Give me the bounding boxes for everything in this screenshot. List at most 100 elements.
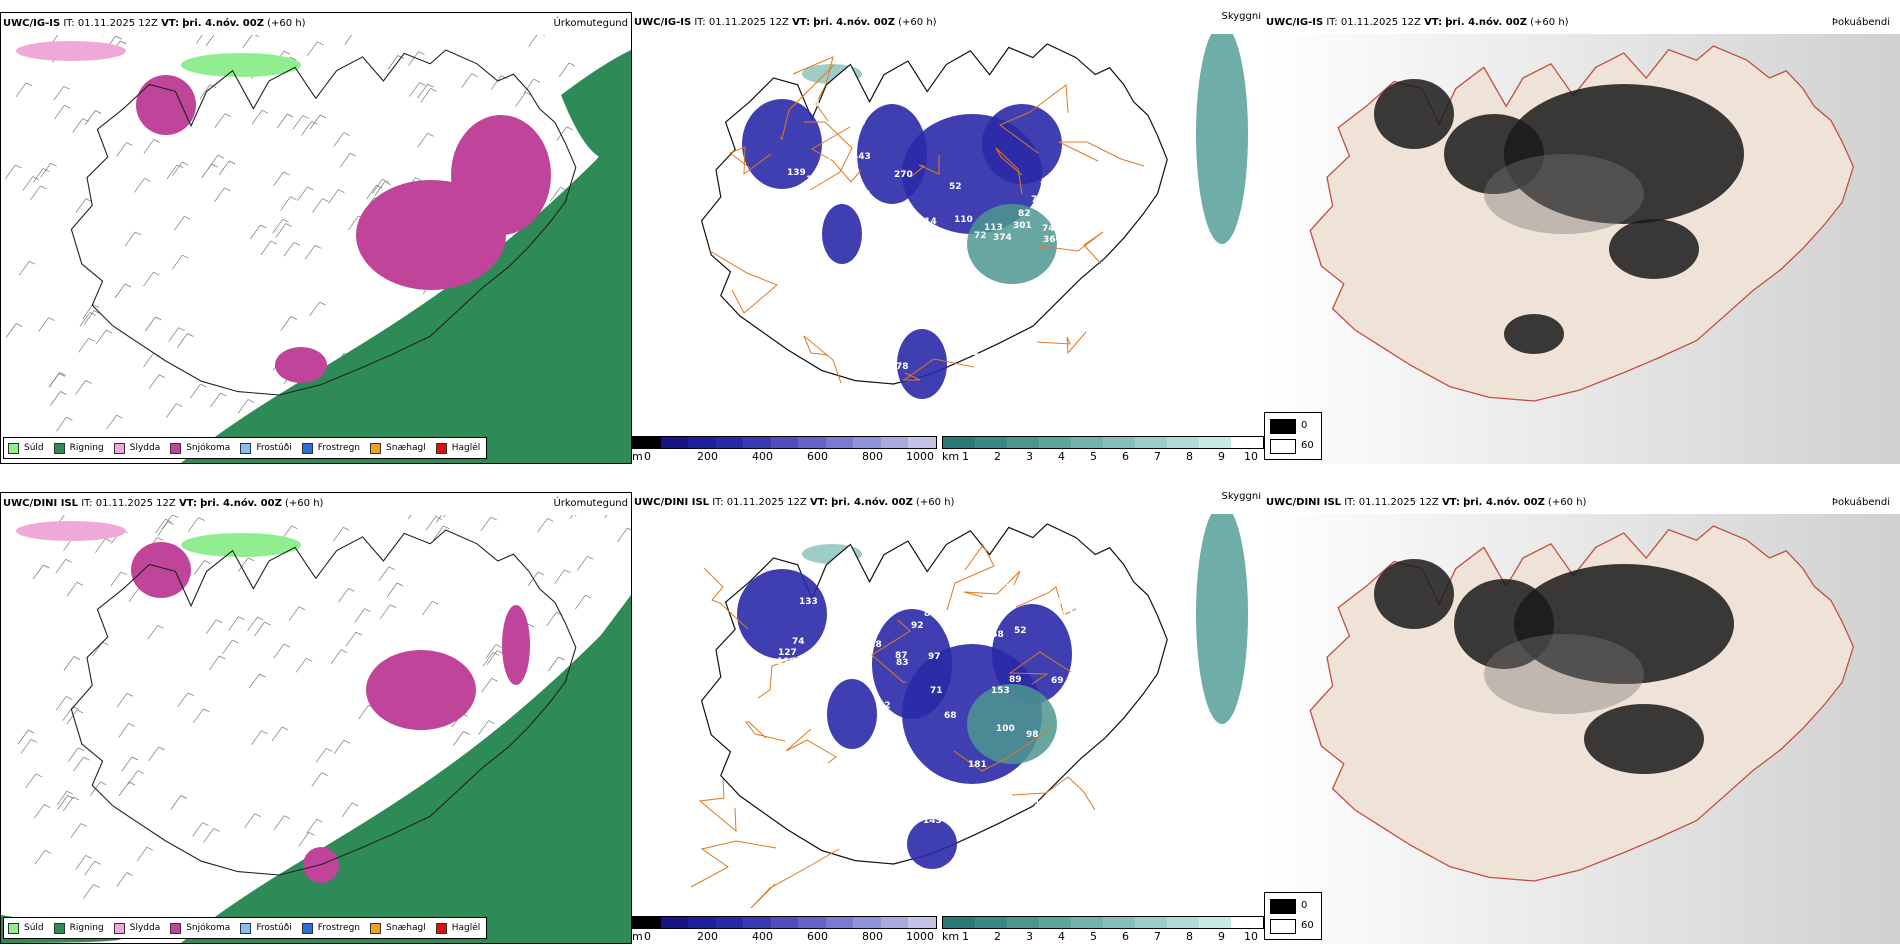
wind-barb — [192, 822, 209, 837]
it-value: 01.11.2025 12Z — [95, 498, 176, 509]
wind-barb — [177, 692, 194, 708]
wind-barb — [485, 644, 502, 659]
lead-time: (+60 h) — [267, 18, 306, 29]
model-name: UWC/DINI ISL — [634, 497, 710, 508]
wind-barb — [162, 515, 179, 529]
wind-barb — [341, 802, 359, 818]
cloud-base-label: 128 — [806, 175, 825, 185]
wind-barb — [312, 198, 329, 213]
wind-barb — [422, 600, 439, 616]
wind-barb — [273, 815, 291, 830]
wind-barb — [75, 198, 93, 213]
wind-barb — [273, 171, 290, 187]
road — [946, 544, 995, 611]
wind-barb — [523, 78, 540, 94]
cloud-base-colorbar: m 0 200 400 600 800 1000 — [632, 916, 937, 944]
wind-barb — [63, 656, 81, 671]
fog-swatch — [1270, 899, 1296, 914]
wind-barb — [333, 526, 350, 542]
wind-barb — [83, 310, 101, 325]
cloud-base-label: 69 — [1093, 706, 1106, 716]
wind-barb — [116, 872, 133, 887]
wind-barb — [283, 241, 301, 257]
colorbar-tick: 9 — [1218, 450, 1225, 463]
wind-barb — [617, 527, 631, 543]
wind-barb — [272, 218, 289, 234]
wind-barb — [19, 260, 36, 276]
wind-barb — [443, 515, 446, 518]
cloud-base-label: 400 — [1062, 251, 1081, 261]
cloud-base-label: 114 — [918, 217, 937, 227]
vt-label: VT: — [161, 18, 180, 29]
cloud-base-label: 179 — [1061, 610, 1080, 620]
road — [1058, 141, 1145, 167]
coastline — [70, 529, 577, 876]
panel-title: Þokuábendi — [1831, 497, 1890, 508]
wind-barb — [277, 113, 294, 129]
wind-barb — [378, 566, 396, 582]
wind-barb — [408, 51, 425, 66]
precip-legend: Súld Rigning Slydda Snjókoma Frostúði Fr… — [3, 917, 488, 939]
wind-barb — [17, 729, 35, 745]
legend-item-snaehagl: Snæhagl — [370, 922, 426, 934]
wind-barb — [75, 855, 92, 870]
cloud-base-label: 684 — [870, 304, 889, 314]
wind-barb — [55, 558, 72, 574]
panel-title: Þokuábendi — [1831, 17, 1890, 28]
fog-region — [1484, 634, 1644, 714]
cloud-base-label: 68 — [864, 228, 877, 238]
wind-barb — [188, 517, 205, 532]
wind-barb — [556, 126, 573, 142]
legend-label: Snjókoma — [186, 923, 231, 933]
wind-barb — [374, 181, 391, 196]
fog-region — [1374, 79, 1454, 149]
wind-barb — [409, 82, 426, 97]
cloud-base-label: 120 — [1011, 289, 1030, 299]
wind-barb — [34, 849, 52, 865]
it-value: 01.11.2025 12Z — [1358, 497, 1439, 508]
cloud-base-label: 87 — [895, 651, 908, 661]
colorbar-tick: 5 — [1090, 450, 1097, 463]
cloud-base-label: 85 — [878, 764, 891, 774]
wind-barb — [38, 317, 55, 332]
wind-barb — [481, 677, 498, 693]
wind-barb — [203, 828, 220, 843]
legend-item-frostudi: Frostúði — [240, 442, 292, 454]
road — [690, 840, 777, 888]
wind-barb — [62, 796, 80, 812]
wind-barb — [528, 35, 545, 47]
wind-barb — [537, 518, 554, 533]
colorbar-track — [632, 916, 937, 929]
colorbar-tick: 10 — [1244, 930, 1258, 943]
cloud-base-label: 72 — [1031, 195, 1044, 205]
precip-map — [5, 35, 631, 463]
wind-barb — [84, 860, 101, 876]
legend-item-frostudi: Frostúði — [240, 922, 292, 934]
wind-barb — [280, 196, 297, 211]
legend-swatch — [301, 442, 313, 454]
wind-barb — [5, 164, 22, 180]
snow-region — [131, 542, 191, 598]
cloud-base-label: 98 — [1026, 730, 1039, 740]
colorbar-unit: m — [632, 450, 643, 463]
vt-value: þri. 4.nóv. 00Z — [831, 497, 913, 508]
cloud-base-label: 92 — [1057, 353, 1070, 363]
precip-legend: Súld Rigning Slydda Snjókoma Frostúði Fr… — [3, 437, 488, 459]
cloud-base-label: 67 — [780, 211, 793, 221]
cloud-base-region — [872, 609, 952, 719]
legend-item-slydda: Slydda — [113, 442, 160, 454]
cloud-base-label: 86 — [1099, 664, 1112, 674]
cloud-base-label: 184 — [1107, 265, 1126, 275]
wind-barb — [95, 329, 113, 345]
colorbar-tick: 5 — [1090, 930, 1097, 943]
cloud-base-label: 74 — [1042, 224, 1055, 234]
wind-barb — [222, 639, 239, 655]
wind-barb — [260, 240, 278, 256]
fog-region — [1484, 154, 1644, 234]
cloud-base-label: 133 — [799, 597, 818, 607]
wind-barb — [57, 795, 74, 810]
cloud-base-region — [737, 569, 827, 659]
wind-barb — [344, 35, 353, 45]
road — [871, 619, 911, 683]
wind-barb — [136, 846, 154, 862]
